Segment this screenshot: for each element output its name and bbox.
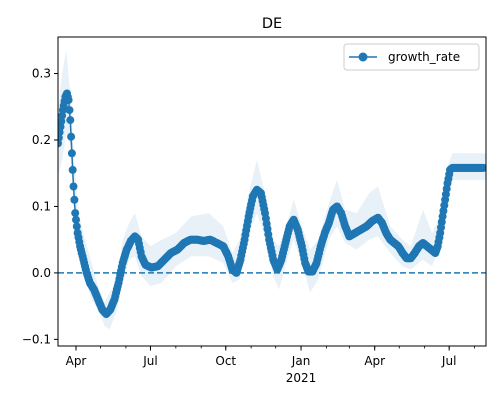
legend-marker-icon — [358, 52, 368, 62]
data-point — [66, 116, 75, 125]
y-tick-label: 0.1 — [32, 199, 51, 213]
x-tick-year-label: 2021 — [286, 371, 317, 385]
data-point — [67, 149, 76, 158]
y-tick-label: 0.0 — [32, 266, 51, 280]
y-tick-label: 0.2 — [32, 133, 51, 147]
x-tick-label: Jan — [291, 354, 311, 368]
y-tick-label: 0.3 — [32, 67, 51, 81]
legend: growth_rate — [343, 43, 480, 71]
uncertainty-band — [58, 50, 486, 330]
data-point — [72, 222, 81, 231]
x-tick-label: Apr — [364, 354, 385, 368]
axes-frame — [57, 36, 487, 347]
x-tick-label: Oct — [215, 354, 236, 368]
x-tick-label: Jul — [441, 354, 456, 368]
data-point — [68, 165, 77, 174]
y-tick-label: −0.1 — [22, 332, 51, 346]
data-point — [64, 96, 73, 105]
data-point — [479, 163, 486, 172]
legend-label: growth_rate — [388, 50, 460, 64]
x-tick-label: Jul — [142, 354, 157, 368]
data-point — [65, 106, 74, 115]
data-point — [70, 195, 79, 204]
x-axis: Apr Jul Oct Jan 2021 Apr Jul — [66, 346, 475, 385]
series-growth-rate — [58, 89, 486, 319]
data-point — [71, 209, 80, 218]
chart-title: DE — [262, 16, 282, 32]
x-tick-label: Apr — [66, 354, 87, 368]
confidence-band — [58, 50, 486, 330]
data-point — [69, 182, 78, 191]
data-point — [67, 132, 76, 141]
legend-box — [343, 43, 480, 71]
y-axis: −0.1 0.0 0.1 0.2 0.3 — [22, 67, 58, 346]
data-point — [72, 215, 80, 224]
